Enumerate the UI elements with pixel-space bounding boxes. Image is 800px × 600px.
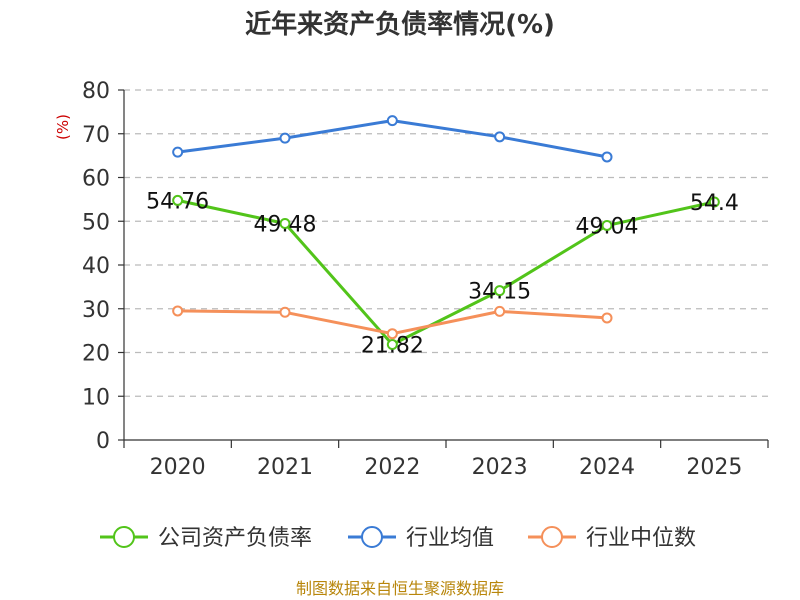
- data-point: [494, 131, 506, 143]
- x-tick-label: 2025: [686, 455, 742, 480]
- data-label: 49.48: [254, 213, 317, 238]
- legend: 公司资产负债率 行业均值 行业中位数: [100, 526, 696, 551]
- axes: 0 10 20 30 40 50 60 70 80 2020 2021 2022 2023 2024 202…: [82, 79, 769, 480]
- x-tick-label: 2021: [257, 455, 313, 480]
- legend-label: 公司资产负债率: [158, 526, 312, 551]
- source-note: 制图数据来自恒生聚源数据库: [296, 579, 504, 598]
- data-point: [279, 218, 291, 230]
- data-point: [708, 196, 720, 208]
- data-point: [279, 132, 291, 144]
- chart-title: 近年来资产负债率情况(%): [245, 9, 555, 40]
- data-point: [172, 305, 184, 317]
- data-point: [386, 115, 398, 127]
- legend-label: 行业中位数: [586, 526, 696, 551]
- data-label: 54.4: [690, 191, 739, 216]
- series-line: [177, 198, 715, 346]
- y-tick-label: 30: [82, 298, 110, 323]
- gridlines: [124, 89, 768, 397]
- data-label: 21.82: [361, 334, 424, 359]
- x-tick-label: 2022: [364, 455, 420, 480]
- x-tick-label: 2024: [579, 455, 635, 480]
- data-point: [601, 219, 613, 231]
- data-point: [386, 328, 398, 340]
- data-point: [172, 194, 184, 206]
- data-point: [601, 151, 613, 163]
- x-tick-label: 2023: [472, 455, 528, 480]
- x-tick-label: 2020: [150, 455, 206, 480]
- y-tick-label: 10: [82, 385, 110, 410]
- legend-marker: [361, 526, 383, 548]
- y-tick-label: 40: [82, 254, 110, 279]
- y-tick-label: 70: [82, 123, 110, 148]
- data-point: [601, 312, 613, 324]
- y-tick-label: 50: [82, 210, 110, 235]
- data-label: 54.76: [146, 189, 209, 214]
- legend-marker: [113, 526, 135, 548]
- data-point: [172, 146, 184, 158]
- data-point: [494, 305, 506, 317]
- data-point: [386, 339, 398, 351]
- y-tick-label: 60: [82, 167, 110, 192]
- y-tick-label: 0: [96, 429, 110, 454]
- y-tick-label: 80: [82, 79, 110, 104]
- legend-label: 行业均值: [406, 526, 494, 551]
- data-labels: 54.76 49.48 21.82 34.15 49.04 54.4: [146, 189, 739, 358]
- data-label: 34.15: [468, 280, 531, 305]
- data-label: 49.04: [576, 214, 639, 239]
- legend-marker: [541, 526, 563, 548]
- data-point: [494, 285, 506, 297]
- data-point: [279, 306, 291, 318]
- y-axis-unit: (%): [54, 114, 72, 140]
- y-tick-label: 20: [82, 342, 110, 367]
- series-layer: [172, 115, 720, 351]
